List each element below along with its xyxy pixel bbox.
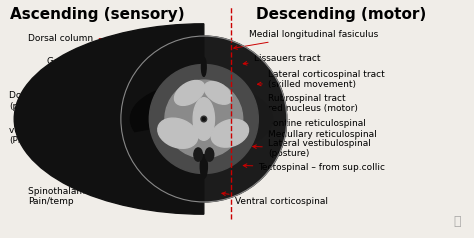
Ellipse shape — [149, 64, 258, 174]
Ellipse shape — [201, 116, 207, 122]
Ellipse shape — [211, 119, 248, 147]
Ellipse shape — [194, 148, 202, 161]
Ellipse shape — [200, 154, 207, 178]
Text: Descending (motor): Descending (motor) — [256, 7, 427, 22]
Ellipse shape — [202, 118, 205, 120]
Text: Medial longitudinal fasiculus: Medial longitudinal fasiculus — [234, 30, 378, 49]
Text: Tectospinal – from sup.collic: Tectospinal – from sup.collic — [243, 163, 385, 172]
Ellipse shape — [193, 98, 214, 140]
Ellipse shape — [174, 80, 205, 105]
Ellipse shape — [201, 57, 206, 76]
Ellipse shape — [204, 82, 232, 104]
Text: Medullary reticulospinal: Medullary reticulospinal — [253, 130, 376, 139]
Text: Lateral vestibulospinal
(posture): Lateral vestibulospinal (posture) — [253, 139, 371, 159]
Wedge shape — [130, 84, 191, 132]
Text: Spinothalamic/anterolateral tract
Pain/temp: Spinothalamic/anterolateral tract Pain/t… — [28, 184, 179, 206]
Ellipse shape — [205, 148, 214, 161]
Text: 🔊: 🔊 — [454, 215, 461, 228]
Text: ventral spinocerebellar
(Proprioception): ventral spinocerebellar (Proprioception) — [9, 126, 141, 145]
Text: Lateral corticospinal tract
(skilled movement): Lateral corticospinal tract (skilled mov… — [257, 70, 384, 89]
Text: Ventral corticospinal: Ventral corticospinal — [222, 192, 328, 206]
Ellipse shape — [165, 80, 243, 158]
Text: Gracile fasiculus
cuneate fasiculus: Gracile fasiculus cuneate fasiculus — [47, 57, 164, 76]
Wedge shape — [14, 24, 204, 214]
Ellipse shape — [158, 118, 198, 148]
Text: Rubrospinal tract
red nucleus (motor): Rubrospinal tract red nucleus (motor) — [257, 94, 358, 113]
Text: Ascending (sensory): Ascending (sensory) — [10, 7, 184, 22]
Text: Pontine reticulospinal: Pontine reticulospinal — [253, 119, 365, 128]
Wedge shape — [217, 87, 273, 144]
Ellipse shape — [121, 36, 287, 202]
Text: Lissauers tract: Lissauers tract — [243, 54, 320, 65]
Text: Dorsal column: Dorsal column — [28, 34, 138, 43]
Text: Dorsal spinocerebellar
(proprioception): Dorsal spinocerebellar (proprioception) — [9, 91, 146, 111]
